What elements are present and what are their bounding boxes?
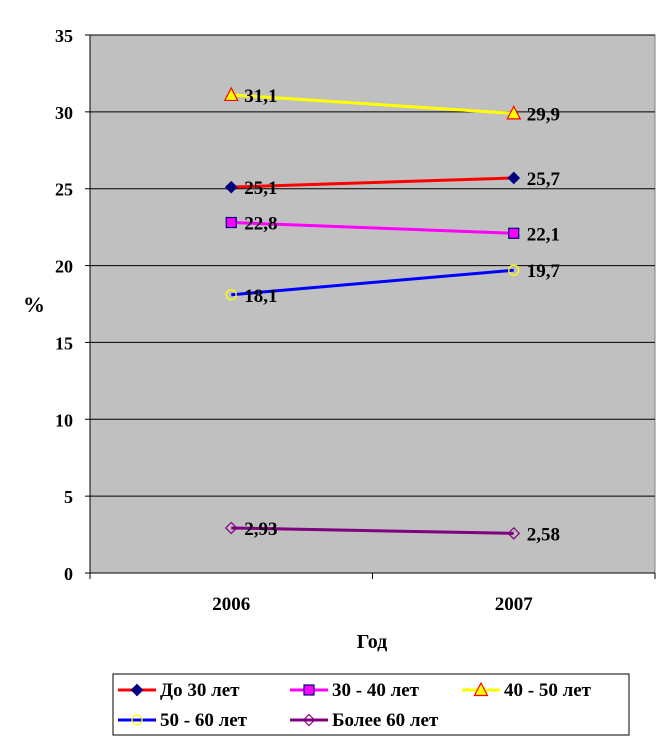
data-label: 31,1 <box>244 86 277 107</box>
series <box>225 264 520 301</box>
diamond-marker <box>507 526 521 540</box>
y-tick-label: 25 <box>55 180 73 200</box>
gridlines <box>90 34 655 497</box>
circle-marker <box>131 714 143 726</box>
legend-label: 40 - 50 лет <box>504 680 592 701</box>
data-label: 25,1 <box>244 178 277 199</box>
data-label: 29,9 <box>527 104 560 125</box>
square-marker <box>303 684 315 696</box>
series-lines <box>223 86 522 540</box>
y-tick-label: 0 <box>64 564 73 584</box>
square-marker <box>225 216 237 229</box>
legend-item: Более 60 лет <box>290 710 439 731</box>
y-tick-label: 35 <box>55 26 73 46</box>
series <box>224 521 521 540</box>
x-axis-label: Год <box>357 631 388 653</box>
triangle-marker <box>506 105 522 120</box>
legend-item: 40 - 50 лет <box>462 680 592 701</box>
diamond-marker <box>302 713 316 727</box>
legend-item: 50 - 60 лет <box>118 710 248 731</box>
circle-marker <box>225 289 237 301</box>
diamond-marker <box>224 180 238 194</box>
legend-label: До 30 лет <box>160 680 240 701</box>
legend-label: 30 - 40 лет <box>332 680 420 701</box>
y-tick-label: 15 <box>55 333 73 353</box>
triangle-marker <box>473 681 489 697</box>
square-marker <box>508 227 520 239</box>
y-tick-label: 20 <box>55 257 73 277</box>
plot-background <box>89 34 656 574</box>
data-label: 19,7 <box>527 261 561 282</box>
series <box>225 216 520 239</box>
data-label: 2,58 <box>527 524 560 545</box>
series <box>224 171 521 194</box>
data-labels: 25,1 25,7 22,8 22,1 31,1 29,9 18,1 19,7 2,93 2,58 <box>244 86 560 545</box>
data-label: 22,8 <box>244 214 277 235</box>
series-line <box>231 221 514 235</box>
data-label: 22,1 <box>527 224 560 245</box>
legend-label: 50 - 60 лет <box>160 710 248 731</box>
series-line <box>231 268 514 297</box>
y-tick-label: 30 <box>55 103 73 123</box>
series-line <box>231 526 514 535</box>
series <box>223 86 522 120</box>
diamond-marker <box>224 521 238 535</box>
series-line <box>231 176 514 189</box>
series-line <box>231 93 514 115</box>
axes: 0 5 10 15 20 25 30 35 2006 2007 <box>55 26 656 615</box>
y-tick-label: 10 <box>55 410 73 430</box>
diamond-marker <box>507 171 521 185</box>
legend-label: Более 60 лет <box>332 710 439 731</box>
triangle-marker <box>223 86 239 102</box>
x-tick-label: 2006 <box>212 594 250 615</box>
x-tick-label: 2007 <box>495 594 534 615</box>
circle-marker <box>508 264 520 276</box>
data-label: 25,7 <box>527 169 561 190</box>
legend: До 30 лет 30 - 40 лет 40 - 50 лет 50 - 60 л… <box>112 673 630 736</box>
diamond-marker <box>130 683 144 697</box>
legend-box <box>112 673 630 736</box>
data-label: 2,93 <box>244 519 277 540</box>
y-tick-label: 5 <box>64 487 73 507</box>
y-axis-label: % <box>23 292 45 317</box>
legend-item: До 30 лет <box>118 680 240 701</box>
legend-item: 30 - 40 лет <box>290 680 420 701</box>
plot-area <box>89 34 656 574</box>
data-label: 18,1 <box>244 286 277 307</box>
